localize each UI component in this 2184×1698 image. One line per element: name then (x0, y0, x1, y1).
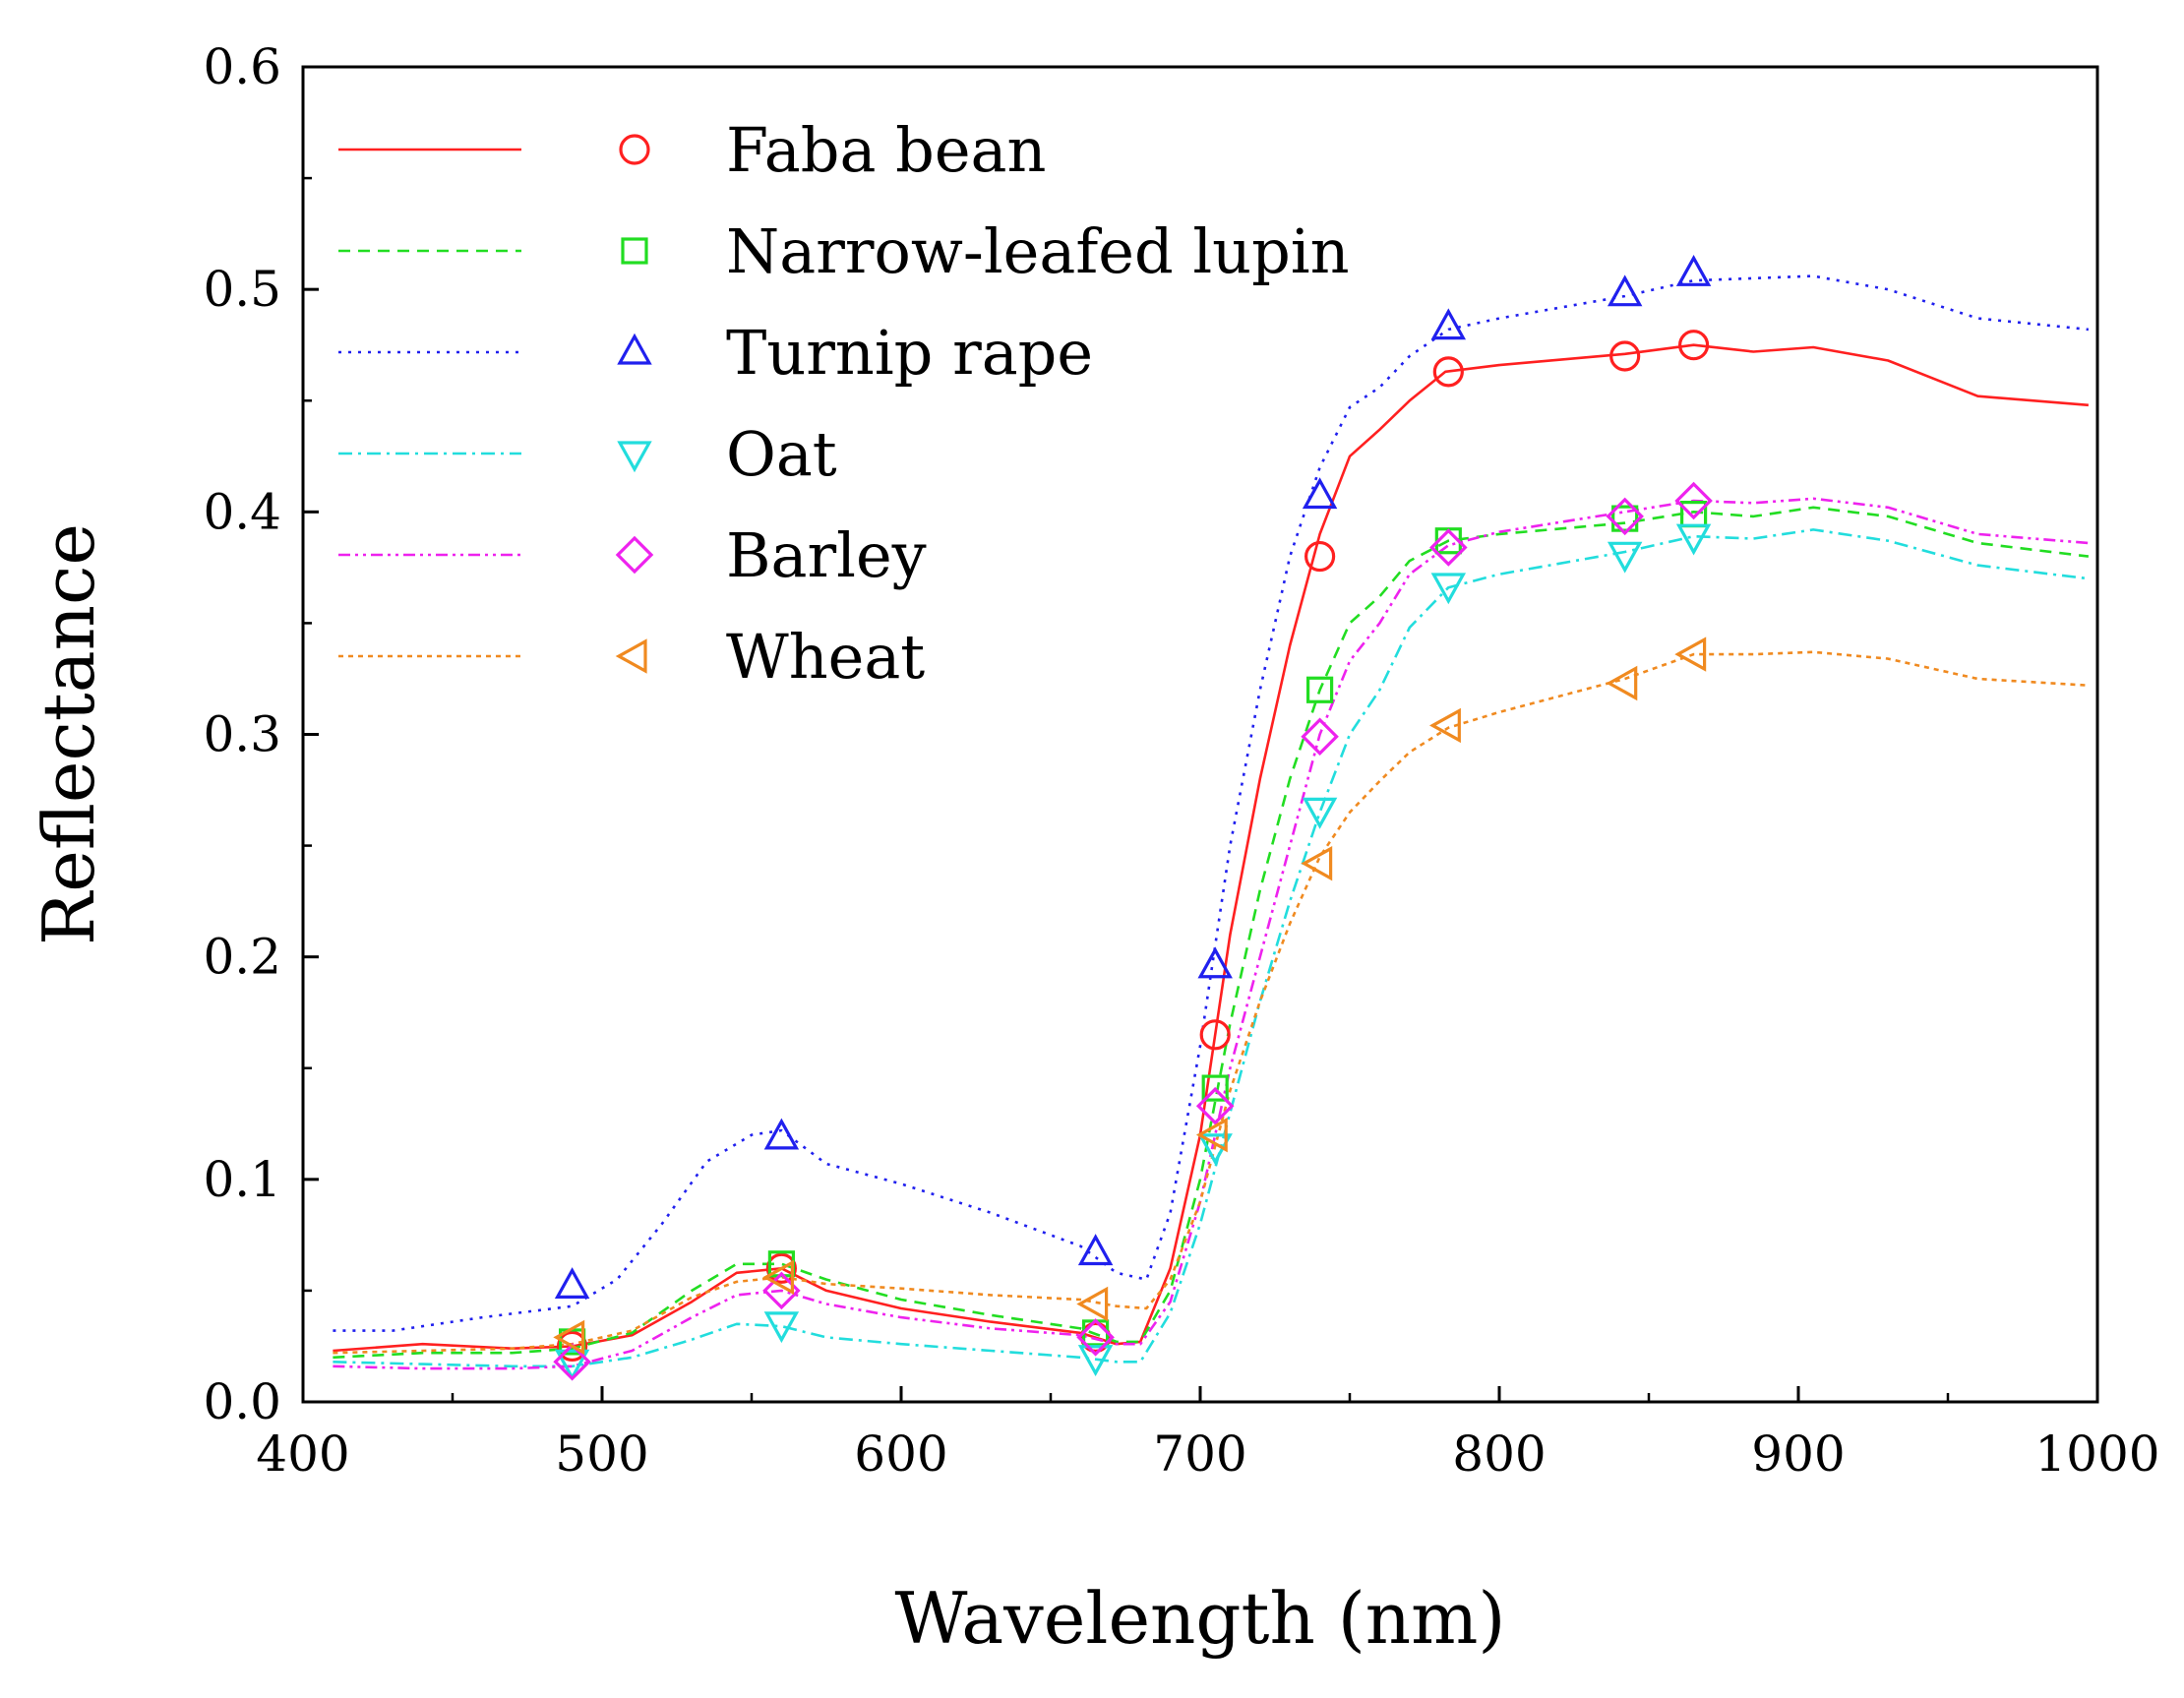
x-tick-label-5: 800 (1452, 1425, 1546, 1483)
series-3-marker-2 (763, 1118, 800, 1150)
x-axis: 400 500 600 700 800 900 1000 (256, 1386, 2160, 1483)
series-4-marker-6 (1430, 573, 1467, 605)
series-line-3 (333, 274, 2090, 1332)
series-6-marker-6 (1429, 707, 1461, 744)
series-1-marker-6 (1432, 356, 1464, 388)
series-3-marker-8 (1675, 255, 1712, 286)
series-1-marker-1 (556, 1330, 588, 1363)
series-3-marker-5 (1302, 477, 1338, 510)
series-5-marker-1 (553, 1343, 591, 1381)
series-6-marker-3 (1076, 1286, 1109, 1322)
legend: Faba bean Narrow-leafed lupin Turnip rape O… (338, 114, 1350, 693)
legend-marker-4 (617, 441, 652, 473)
series-1-marker-3 (1079, 1321, 1112, 1354)
series-line-6 (333, 650, 2089, 1355)
series-2-marker-7 (1611, 505, 1639, 532)
series-2-marker-5 (1305, 676, 1334, 703)
x-tick-label-4: 700 (1153, 1425, 1246, 1483)
legend-marker-1 (619, 134, 650, 165)
series-6-marker-8 (1674, 637, 1707, 672)
legend-marker-6 (615, 638, 647, 674)
series-5-marker-3 (1076, 1318, 1115, 1357)
legend-marker-5 (615, 535, 654, 575)
series-1-marker-8 (1677, 330, 1710, 361)
series-3-marker-6 (1430, 308, 1467, 340)
legend-label-6: Wheat (726, 621, 925, 693)
y-tick-label-1: 0.0 (203, 1373, 281, 1430)
y-axis-title: Reflectance (28, 523, 110, 945)
series-6-marker-2 (762, 1259, 795, 1296)
y-tick-label-4: 0.3 (203, 706, 281, 763)
series-6-marker-5 (1301, 845, 1333, 881)
series-1-marker-5 (1304, 540, 1336, 573)
series-line-5 (333, 497, 2090, 1370)
legend-label-5: Barley (726, 519, 927, 591)
series-1-marker-4 (1199, 1019, 1231, 1051)
x-tick-label-6: 900 (1751, 1425, 1845, 1483)
series-4-marker-1 (554, 1349, 590, 1381)
series-markers (553, 255, 1713, 1381)
x-axis-title: Wavelength (nm) (894, 1577, 1505, 1660)
series-3-marker-7 (1607, 274, 1643, 307)
series-4-marker-2 (763, 1311, 800, 1344)
series-line-1 (333, 343, 2090, 1353)
series-6-marker-7 (1606, 665, 1638, 701)
legend-label-2: Narrow-leafed lupin (726, 215, 1350, 287)
series-2-marker-4 (1201, 1074, 1229, 1102)
series-5-marker-5 (1301, 717, 1339, 757)
series-4-marker-3 (1077, 1345, 1114, 1377)
series-4-marker-5 (1302, 797, 1338, 829)
x-tick-label-3: 600 (854, 1425, 947, 1483)
series-line-4 (333, 528, 2090, 1368)
y-axis: 0.0 0.1 0.2 0.3 0.4 0.5 0.6 (203, 38, 319, 1430)
x-tick-label-7: 1000 (2034, 1425, 2159, 1483)
y-tick-label-6: 0.5 (203, 261, 281, 318)
series-5-marker-4 (1195, 1086, 1235, 1125)
series-line-2 (333, 506, 2090, 1360)
x-tick-label-1: 400 (256, 1425, 349, 1483)
legend-marker-3 (617, 333, 652, 365)
series-1-marker-7 (1609, 340, 1641, 372)
series-5-marker-8 (1674, 481, 1713, 520)
legend-label-4: Oat (726, 418, 837, 490)
y-tick-label-7: 0.6 (203, 38, 281, 95)
series-lines (333, 274, 2090, 1370)
y-tick-label-2: 0.1 (203, 1151, 281, 1208)
series-3-marker-4 (1197, 946, 1233, 979)
legend-marker-2 (621, 237, 648, 265)
legend-label-3: Turnip rape (726, 317, 1093, 389)
series-3-marker-1 (554, 1267, 590, 1299)
series-6-marker-1 (553, 1319, 585, 1356)
x-tick-label-2: 500 (555, 1425, 648, 1483)
series-1-marker-2 (765, 1252, 798, 1284)
series-5-marker-7 (1606, 497, 1644, 536)
series-5-marker-6 (1429, 528, 1468, 567)
series-6-marker-4 (1195, 1117, 1228, 1153)
y-tick-label-3: 0.2 (203, 929, 281, 986)
series-4-marker-7 (1607, 541, 1643, 574)
y-tick-label-5: 0.4 (203, 483, 281, 540)
series-3-marker-3 (1077, 1234, 1114, 1266)
legend-label-1: Faba bean (726, 114, 1046, 186)
series-2-marker-8 (1679, 500, 1708, 528)
series-4-marker-8 (1675, 523, 1712, 556)
